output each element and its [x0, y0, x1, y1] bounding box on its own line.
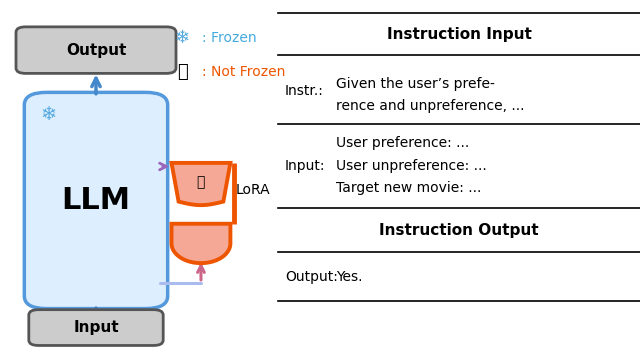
Text: ❄: ❄	[40, 105, 56, 124]
Text: Instruction Input: Instruction Input	[387, 26, 532, 42]
FancyBboxPatch shape	[16, 27, 176, 73]
Text: 🔥: 🔥	[196, 175, 205, 189]
Text: Target new movie: ...: Target new movie: ...	[336, 181, 481, 195]
Text: User preference: ...: User preference: ...	[336, 136, 469, 150]
Text: Instr.:: Instr.:	[285, 84, 324, 98]
Text: 🔥: 🔥	[177, 63, 188, 81]
Text: ❄: ❄	[175, 29, 190, 47]
Text: Yes.: Yes.	[336, 270, 362, 284]
Text: Input:: Input:	[285, 159, 325, 174]
Polygon shape	[172, 163, 230, 205]
FancyBboxPatch shape	[24, 92, 168, 309]
Text: User unpreference: ...: User unpreference: ...	[336, 159, 487, 173]
FancyBboxPatch shape	[29, 310, 163, 345]
Text: : Not Frozen: : Not Frozen	[202, 64, 285, 79]
Polygon shape	[172, 224, 230, 263]
Text: rence and unpreference, ...: rence and unpreference, ...	[336, 98, 525, 113]
Text: LLM: LLM	[61, 186, 131, 215]
Text: Instruction Output: Instruction Output	[380, 223, 539, 238]
Text: Input: Input	[73, 320, 119, 335]
Text: Output: Output	[66, 43, 126, 58]
Text: : Frozen: : Frozen	[202, 30, 256, 45]
Text: Output:: Output:	[285, 270, 338, 284]
Text: LoRA: LoRA	[236, 183, 270, 197]
Text: Given the user’s prefe-: Given the user’s prefe-	[336, 77, 495, 91]
